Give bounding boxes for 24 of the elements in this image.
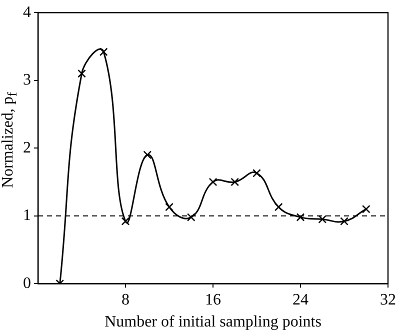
point [208,178,218,186]
point [78,69,86,78]
point [143,150,152,160]
y-tick-label: 1 [23,207,31,224]
point [362,204,370,214]
point [340,217,348,226]
point [274,202,283,212]
y-tick-label: 4 [23,4,31,21]
y-tick-label: 2 [23,139,31,156]
x-tick-label: 32 [380,291,396,308]
point [186,213,196,222]
x-tick-label: 8 [122,291,130,308]
x-tick-label: 24 [292,291,308,308]
y-tick-label: 3 [23,72,31,89]
point [296,213,305,222]
point [230,178,240,186]
x-axis-title: Number of initial sampling points [104,314,322,331]
point [121,217,130,226]
point [165,202,174,212]
point [252,168,261,178]
point [318,215,327,224]
x-tick-label: 16 [205,291,221,308]
point [99,48,108,56]
y-tick-label: 0 [23,274,31,292]
